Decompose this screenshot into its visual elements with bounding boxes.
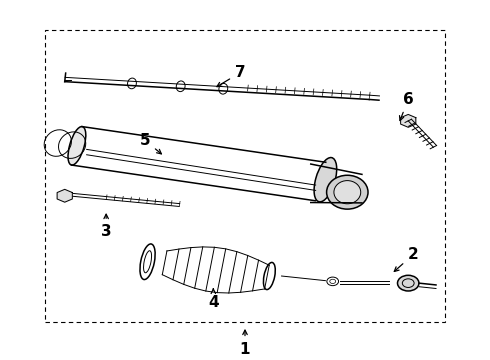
Ellipse shape xyxy=(327,175,368,209)
Ellipse shape xyxy=(314,158,337,202)
Circle shape xyxy=(397,275,419,291)
Ellipse shape xyxy=(68,127,86,165)
Text: 7: 7 xyxy=(217,65,245,87)
Text: 2: 2 xyxy=(394,247,418,271)
Text: 4: 4 xyxy=(208,289,219,310)
Text: 3: 3 xyxy=(101,214,111,239)
Text: 1: 1 xyxy=(240,342,250,357)
Polygon shape xyxy=(57,189,73,202)
Text: 6: 6 xyxy=(399,92,414,121)
Polygon shape xyxy=(401,114,416,127)
Ellipse shape xyxy=(334,181,361,204)
Bar xyxy=(45,30,445,322)
Text: 5: 5 xyxy=(140,133,161,154)
